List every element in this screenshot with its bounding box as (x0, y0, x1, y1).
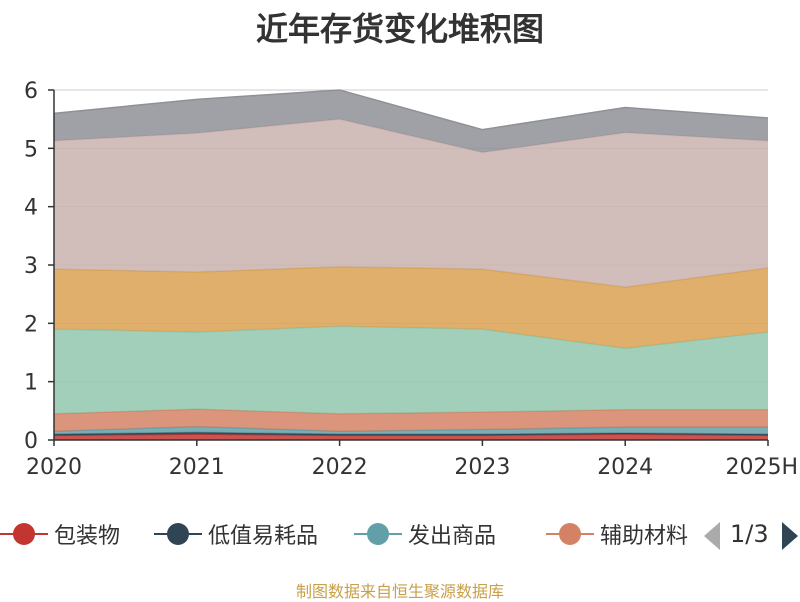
axes: 0 1 2 3 4 5 6 2020 2021 2022 2023 2024 2025H (24, 79, 798, 480)
y-tick-label: 6 (24, 79, 38, 104)
legend-marker-icon (354, 514, 402, 554)
y-tick-label: 4 (24, 196, 38, 221)
legend-marker-icon (0, 514, 48, 554)
x-tick-label: 2022 (312, 455, 368, 480)
y-tick-label: 1 (24, 371, 38, 396)
legend-label: 包装物 (54, 524, 121, 549)
legend-page-indicator: 1/3 (730, 520, 769, 548)
legend-marker-icon (154, 514, 202, 554)
legend-pager: 1/3 (700, 516, 800, 556)
legend-item[interactable]: 低值易耗品 (154, 514, 318, 554)
legend-item[interactable]: 发出商品 (354, 514, 496, 554)
area-series-1-line (53, 431, 769, 435)
x-tick-label: 2020 (26, 455, 82, 480)
legend-label: 发出商品 (408, 524, 497, 549)
legend-marker-icon (546, 514, 594, 554)
x-tick-label: 2024 (597, 455, 653, 480)
y-tick-label: 3 (24, 254, 38, 279)
chart-title: 近年存货变化堆积图 (255, 10, 544, 48)
legend-next-page-icon[interactable] (782, 522, 798, 550)
y-tick-label: 5 (24, 137, 38, 162)
source-note: 制图数据来自恒生聚源数据库 (295, 582, 504, 601)
x-tick-label: 2025H (725, 455, 798, 480)
area-series-6 (54, 119, 768, 288)
legend-item[interactable]: 包装物 (0, 514, 120, 554)
chart-legend: 包装物 低值易耗品 发出商品 辅助材料 (0, 514, 690, 554)
y-tick-label: 0 (24, 429, 38, 454)
x-tick-label: 2021 (169, 455, 225, 480)
y-tick-label: 2 (24, 312, 38, 337)
area-series-5 (54, 266, 768, 349)
legend-label: 辅助材料 (600, 524, 689, 549)
area-series-4 (54, 326, 768, 414)
area-series-0 (54, 434, 768, 440)
area-series-3 (54, 409, 768, 432)
area-series-7-line (53, 89, 769, 131)
legend-item[interactable]: 辅助材料 (546, 514, 688, 554)
x-tick-label: 2023 (454, 455, 510, 480)
legend-label: 低值易耗品 (208, 524, 319, 549)
area-series (53, 89, 769, 440)
legend-prev-page-icon[interactable] (704, 522, 720, 550)
area-series-7 (54, 90, 768, 153)
